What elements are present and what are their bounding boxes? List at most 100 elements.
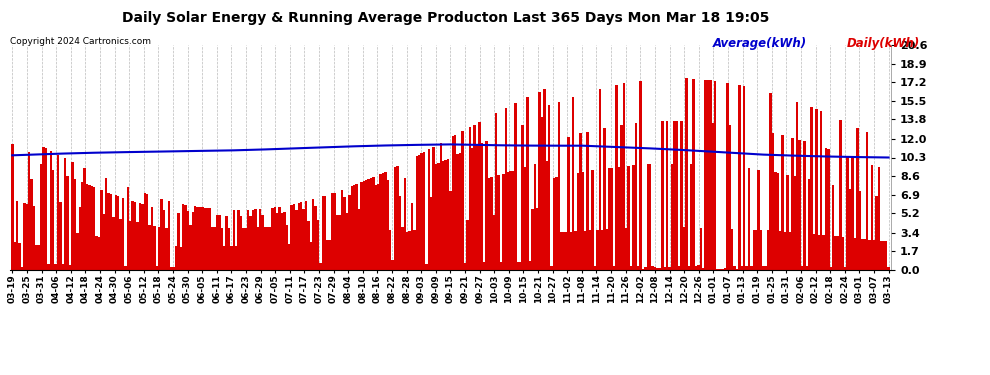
Bar — [418, 154, 421, 270]
Bar — [177, 213, 179, 270]
Bar — [796, 102, 798, 270]
Bar — [505, 108, 507, 270]
Bar — [591, 170, 594, 270]
Bar — [589, 230, 591, 270]
Bar — [510, 171, 512, 270]
Bar — [820, 111, 823, 270]
Bar — [806, 266, 808, 270]
Bar — [379, 174, 382, 270]
Bar — [739, 85, 741, 270]
Bar — [329, 240, 332, 270]
Bar — [702, 268, 705, 270]
Bar — [688, 266, 690, 270]
Bar — [480, 143, 483, 270]
Bar — [653, 267, 656, 270]
Bar — [463, 263, 466, 270]
Bar — [305, 201, 307, 270]
Bar — [811, 107, 813, 270]
Bar — [618, 167, 620, 270]
Bar — [649, 164, 651, 270]
Text: Daily(kWh): Daily(kWh) — [846, 38, 920, 51]
Bar — [367, 179, 370, 270]
Bar — [567, 136, 569, 270]
Bar — [107, 193, 110, 270]
Bar — [165, 228, 167, 270]
Bar — [295, 210, 298, 270]
Bar — [187, 211, 189, 270]
Bar — [134, 202, 137, 270]
Bar — [613, 266, 616, 270]
Bar — [582, 172, 584, 270]
Bar — [226, 216, 228, 270]
Bar — [194, 206, 196, 270]
Bar — [828, 149, 830, 270]
Bar — [471, 147, 473, 270]
Bar — [413, 231, 416, 270]
Bar — [399, 196, 401, 270]
Bar — [137, 222, 139, 270]
Bar — [78, 207, 81, 270]
Bar — [199, 207, 201, 270]
Bar — [779, 231, 781, 270]
Bar — [170, 267, 172, 270]
Bar — [336, 215, 339, 270]
Bar — [223, 246, 226, 270]
Bar — [644, 267, 646, 270]
Bar — [38, 245, 40, 270]
Bar — [88, 185, 90, 270]
Bar — [93, 187, 95, 270]
Bar — [196, 207, 199, 270]
Bar — [281, 213, 283, 270]
Bar — [858, 192, 861, 270]
Bar — [755, 230, 757, 270]
Bar — [673, 121, 675, 270]
Bar — [846, 156, 848, 270]
Bar — [406, 232, 408, 270]
Bar — [637, 266, 640, 270]
Bar — [365, 180, 367, 270]
Bar — [40, 164, 43, 270]
Bar — [391, 260, 394, 270]
Bar — [433, 147, 435, 270]
Bar — [692, 79, 695, 270]
Bar — [880, 241, 882, 270]
Bar — [750, 266, 752, 270]
Bar — [794, 176, 796, 270]
Bar — [461, 131, 463, 270]
Bar — [31, 179, 33, 270]
Bar — [791, 138, 794, 270]
Bar — [127, 187, 129, 270]
Bar — [389, 230, 391, 270]
Bar — [468, 127, 471, 270]
Bar — [238, 210, 240, 270]
Bar — [421, 153, 423, 270]
Bar — [288, 244, 290, 270]
Bar — [529, 261, 531, 270]
Bar — [769, 93, 772, 270]
Bar — [454, 135, 456, 270]
Bar — [346, 213, 348, 270]
Bar — [73, 179, 76, 270]
Bar — [218, 215, 221, 270]
Bar — [100, 190, 103, 270]
Bar — [656, 268, 658, 270]
Bar — [240, 216, 243, 270]
Bar — [182, 204, 184, 270]
Bar — [616, 85, 618, 270]
Bar — [830, 267, 832, 270]
Bar — [268, 226, 271, 270]
Bar — [416, 156, 418, 270]
Bar — [209, 208, 211, 270]
Bar — [438, 163, 440, 270]
Bar — [150, 207, 153, 270]
Bar — [798, 140, 801, 270]
Bar — [786, 175, 789, 270]
Bar — [596, 230, 599, 270]
Bar — [599, 89, 601, 270]
Bar — [355, 184, 357, 270]
Bar — [158, 227, 160, 270]
Bar — [550, 266, 552, 270]
Bar — [372, 177, 374, 270]
Bar — [90, 186, 93, 270]
Bar — [36, 244, 38, 270]
